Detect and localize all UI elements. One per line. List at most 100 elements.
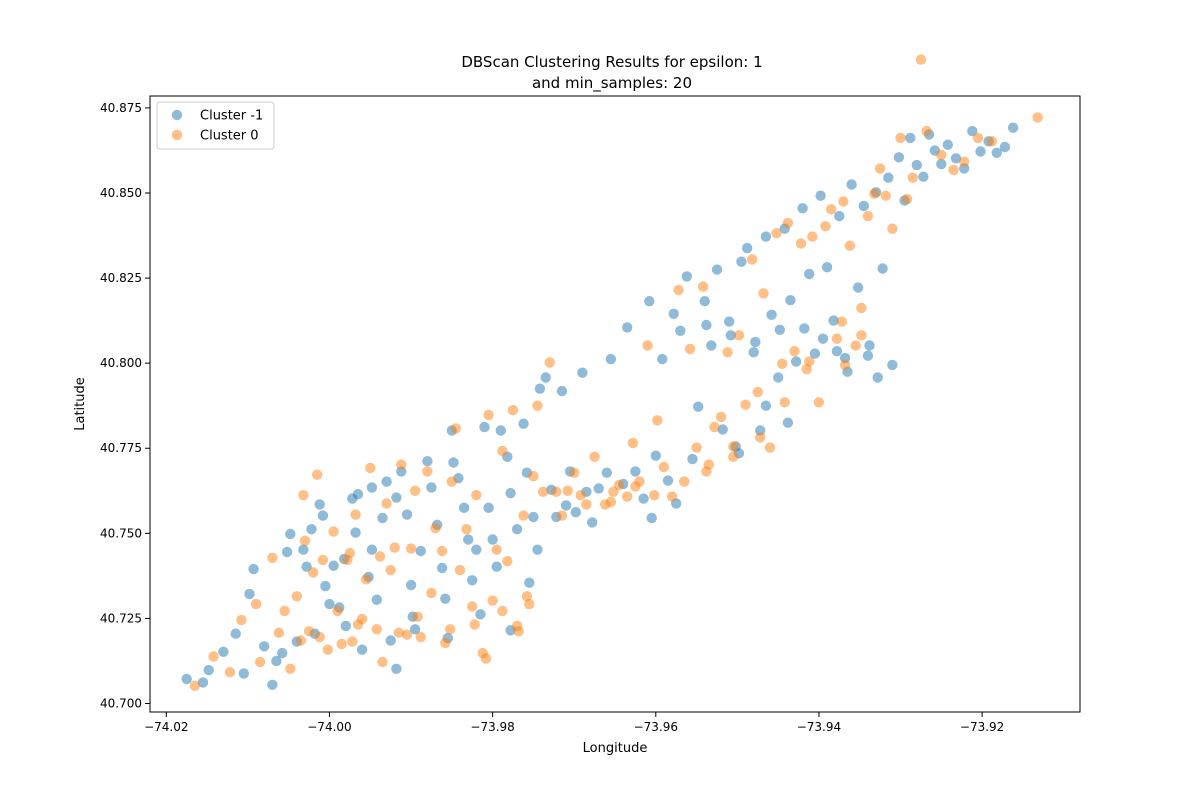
- data-point: [711, 264, 723, 275]
- data-point: [813, 397, 825, 408]
- data-point: [758, 288, 769, 299]
- data-point: [521, 591, 533, 602]
- data-point: [303, 626, 315, 637]
- data-point: [230, 628, 241, 639]
- data-point: [742, 242, 753, 254]
- data-point: [475, 609, 486, 620]
- data-point: [551, 486, 562, 497]
- data-point: [540, 372, 551, 383]
- data-point: [467, 601, 478, 612]
- data-point: [366, 482, 378, 493]
- data-point: [869, 188, 880, 199]
- data-point: [389, 542, 400, 553]
- data-point: [967, 125, 978, 137]
- data-point: [774, 324, 785, 335]
- data-point: [846, 179, 857, 190]
- data-point: [887, 223, 898, 234]
- data-point: [391, 492, 402, 503]
- data-point: [764, 442, 776, 453]
- data-point: [314, 631, 325, 643]
- data-point: [277, 647, 288, 659]
- data-point: [350, 509, 361, 520]
- data-point: [915, 54, 927, 65]
- data-point: [314, 499, 325, 510]
- data-point: [766, 309, 777, 320]
- data-point: [1032, 112, 1043, 123]
- data-point: [436, 562, 448, 574]
- data-point: [458, 502, 470, 513]
- data-point: [668, 308, 679, 319]
- data-point: [483, 409, 494, 421]
- data-point: [381, 498, 392, 509]
- data-point: [491, 561, 502, 572]
- data-point: [532, 544, 543, 555]
- data-point: [532, 400, 543, 411]
- data-point: [528, 511, 539, 523]
- data-point: [905, 132, 916, 144]
- y-tick-label: 40.850: [100, 186, 142, 200]
- data-point: [352, 619, 364, 630]
- data-point: [581, 499, 592, 510]
- data-point: [381, 476, 392, 487]
- chart-title-line-2: and min_samples: 20: [532, 74, 692, 93]
- data-point: [697, 281, 709, 292]
- data-point: [807, 231, 818, 242]
- data-point: [238, 668, 249, 679]
- data-point: [405, 579, 417, 591]
- data-point: [836, 316, 847, 327]
- data-point: [569, 467, 580, 478]
- data-point: [273, 627, 285, 638]
- data-point: [722, 347, 733, 358]
- data-point: [844, 240, 856, 251]
- data-point: [556, 510, 568, 521]
- data-point: [666, 491, 678, 502]
- data-point: [448, 457, 459, 468]
- data-point: [405, 543, 417, 554]
- series-cluster-0: [181, 122, 1019, 690]
- data-point: [570, 507, 581, 518]
- data-point: [320, 580, 331, 592]
- data-point: [244, 588, 255, 600]
- data-point: [959, 156, 970, 167]
- data-point: [396, 459, 407, 470]
- data-point: [356, 644, 368, 655]
- data-point: [271, 655, 282, 667]
- data-point: [852, 282, 864, 293]
- data-point: [556, 385, 568, 397]
- data-point: [377, 512, 388, 524]
- data-point: [415, 631, 426, 643]
- data-point: [467, 575, 478, 586]
- data-point: [630, 481, 641, 492]
- data-point: [461, 524, 472, 535]
- data-point: [295, 635, 307, 646]
- data-point: [821, 262, 833, 273]
- data-point: [463, 534, 474, 545]
- y-tick-label: 40.825: [100, 271, 142, 285]
- data-point: [544, 357, 555, 368]
- data-point: [507, 404, 519, 416]
- data-point: [797, 203, 808, 214]
- data-point: [534, 383, 546, 394]
- data-point: [440, 637, 451, 649]
- legend-marker-cluster-0: [171, 129, 183, 141]
- y-tick-label: 40.725: [100, 611, 142, 625]
- data-point: [502, 556, 513, 567]
- data-point: [524, 598, 535, 610]
- data-point: [801, 364, 812, 375]
- data-point: [445, 624, 456, 635]
- data-point: [874, 163, 886, 174]
- data-point: [469, 619, 480, 630]
- data-point: [725, 330, 736, 341]
- data-point: [385, 635, 396, 646]
- data-point: [189, 680, 201, 691]
- data-point: [972, 132, 984, 144]
- y-tick-label: 40.875: [100, 101, 142, 115]
- data-point: [518, 510, 529, 521]
- data-point: [630, 466, 641, 477]
- data-point: [218, 646, 229, 657]
- data-point: [436, 545, 448, 557]
- y-axis-ticks: 40.700 40.725 40.750 40.775 40.800 40.825 40.8…: [100, 101, 150, 710]
- data-point: [298, 544, 309, 555]
- data-point: [893, 152, 905, 163]
- data-point: [856, 302, 867, 314]
